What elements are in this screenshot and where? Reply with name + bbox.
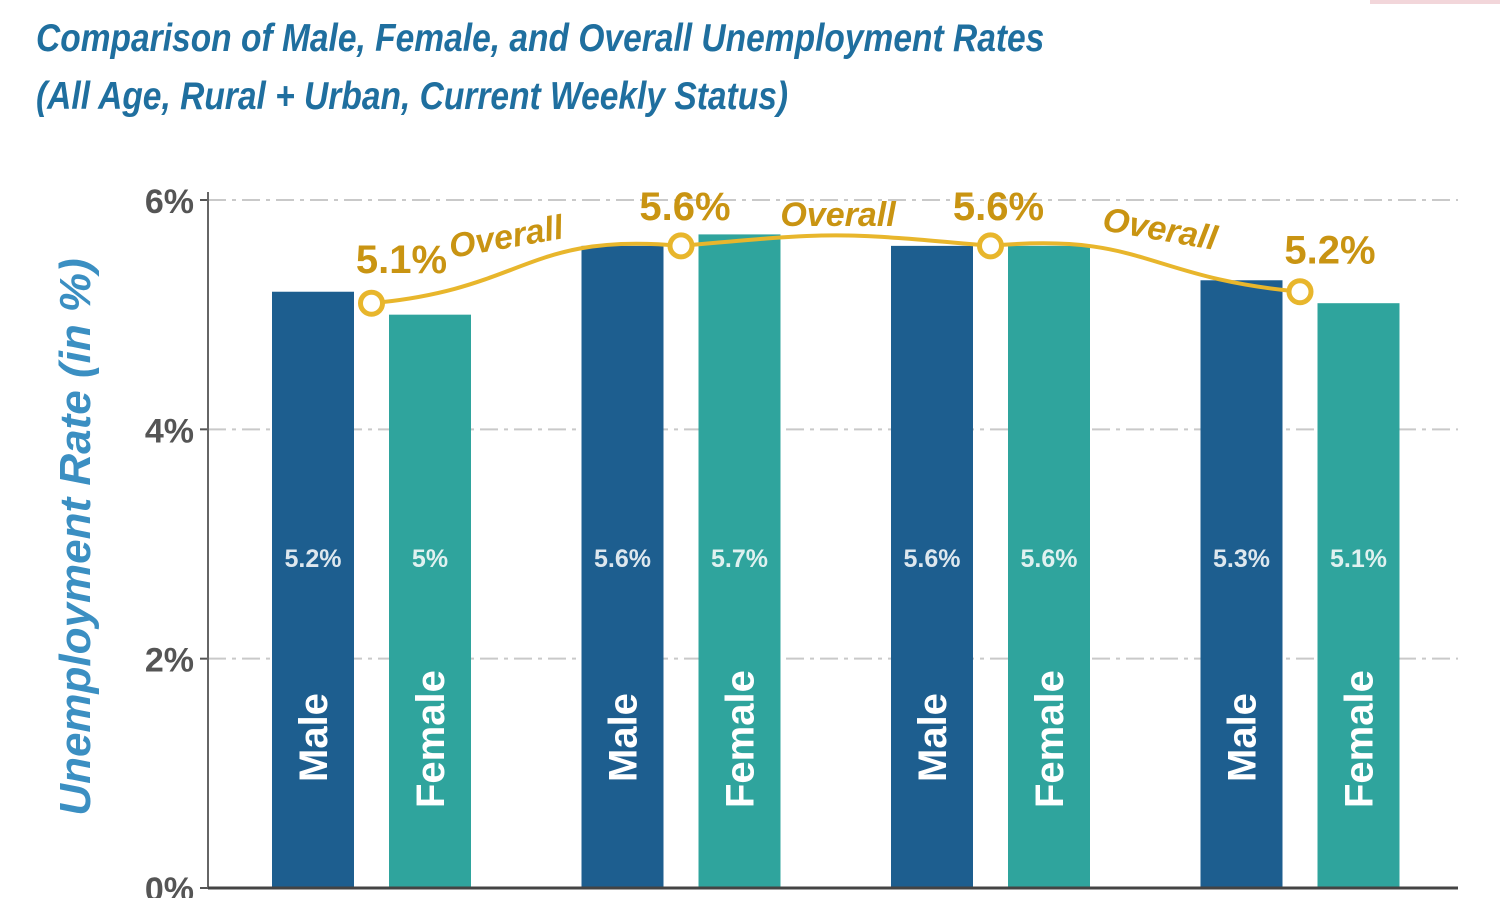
bar-name-label-female: Female: [1028, 670, 1072, 808]
y-tick-label: 0%: [145, 871, 194, 898]
overall-series-label: Overall: [780, 196, 897, 234]
axis-layer: 0% 2% 4% 6%: [145, 183, 1458, 898]
bar-female: [1008, 245, 1090, 888]
overall-point: [977, 232, 1004, 260]
overall-layer: 5.1%5.6% 5.6%5.2%Overall Overall Overall: [356, 185, 1376, 317]
y-tick-label: 6%: [145, 183, 194, 221]
overall-value-label: 5.1%: [356, 238, 447, 282]
overall-line: [371, 233, 1301, 306]
bar-name-label-male: Male: [1221, 693, 1265, 782]
bar-value-label-male: 5.3%: [1213, 545, 1270, 573]
bar-name-label-male: Male: [602, 693, 646, 782]
overall-value-label: 5.2%: [1284, 229, 1375, 273]
overall-point: [667, 232, 695, 260]
bar-name-label-female: Female: [409, 670, 453, 808]
bar-value-label-female: 5.1%: [1330, 545, 1387, 573]
y-axis-label: Unemployment Rate (in %): [51, 258, 100, 815]
overall-point: [1286, 278, 1314, 306]
bar-value-label-female: 5%: [412, 545, 448, 573]
chart-subtitle: (All Age, Rural + Urban, Current Weekly …: [36, 75, 789, 118]
y-tick-label: 2%: [145, 642, 194, 680]
bar-layer: 5.2% Male 5% Female 5.6% Male 5.7% Female 5.6% Ma…: [272, 234, 1400, 889]
bar-value-label-female: 5.6%: [1021, 545, 1078, 573]
chart-title: Comparison of Male, Female, and Overall …: [36, 17, 1045, 60]
corner-mark: [1370, 0, 1500, 4]
bar-name-label-male: Male: [292, 693, 336, 782]
bar-male: [1200, 280, 1283, 888]
y-tick-label: 4%: [145, 412, 194, 450]
bar-male: [581, 245, 664, 888]
bar-name-label-female: Female: [1338, 670, 1382, 808]
bar-value-label-male: 5.6%: [594, 545, 651, 573]
overall-point: [358, 289, 385, 317]
bar-value-label-male: 5.6%: [904, 545, 961, 573]
overall-value-label: 5.6%: [639, 185, 730, 229]
overall-value-label: 5.6%: [953, 185, 1044, 229]
bar-name-label-male: Male: [911, 693, 955, 782]
bar-male: [891, 245, 973, 888]
bar-name-label-female: Female: [719, 670, 763, 808]
chart-title-block: Comparison of Male, Female, and Overall …: [36, 10, 1044, 126]
bar-male: [272, 291, 354, 888]
bar-female: [1317, 303, 1400, 888]
bar-value-label-female: 5.7%: [711, 545, 768, 573]
bar-female: [389, 314, 471, 889]
bar-value-label-male: 5.2%: [285, 545, 342, 573]
bar-female: [698, 234, 781, 888]
